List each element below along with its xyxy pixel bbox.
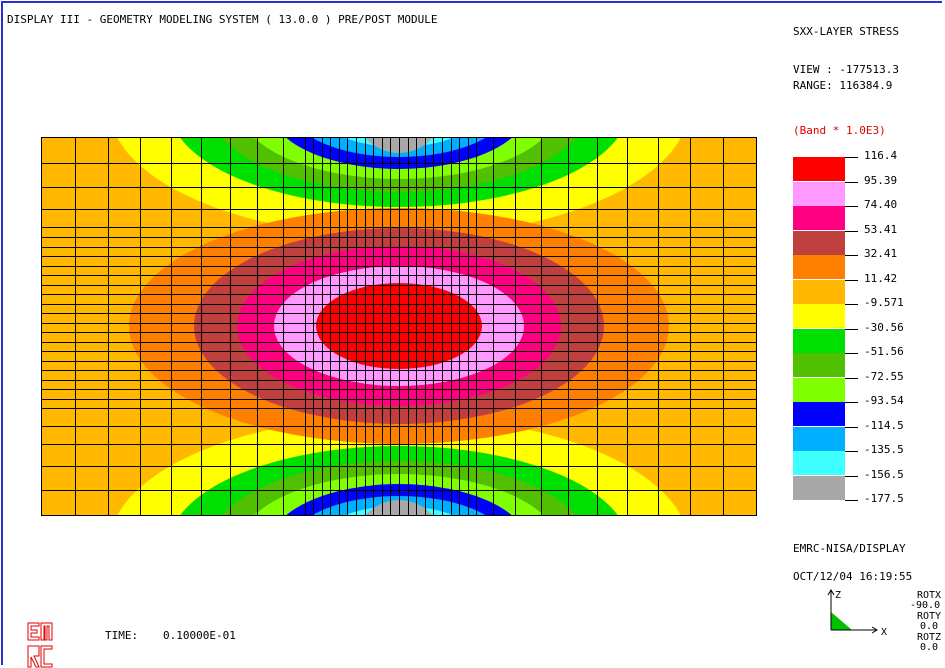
legend-swatch [793,157,845,181]
legend-leader [845,402,858,403]
rotx-label: ROTX [917,590,942,601]
legend-value: -177.5 [864,492,904,505]
band-scale-label: (Band * 1.0E3) [793,124,886,137]
rotx-value: -90.0 [910,600,941,611]
legend-value: -135.5 [864,443,904,456]
legend-leader [845,279,858,281]
legend-swatch [793,328,845,353]
legend-value: -156.5 [864,467,904,481]
legend-value: -72.55 [864,369,904,383]
legend-swatch [793,451,845,475]
legend-leader [845,328,858,330]
contour-plot[interactable] [41,137,757,516]
legend-swatch [793,475,845,500]
legend-value: -51.56 [864,345,904,358]
plot-border [41,137,757,516]
legend-swatch [793,426,845,451]
legend-swatch [793,279,845,304]
legend-value: 53.41 [864,222,898,236]
result-title: SXX-LAYER STRESS [793,25,899,38]
legend-swatch [793,206,845,230]
legend-leader [845,206,858,207]
legend-value: -93.54 [864,394,904,407]
legend-value: -9.571 [864,296,904,309]
legend-swatch [793,304,845,328]
triad-plane [831,612,852,630]
legend-leader [845,426,858,428]
roty-label: ROTY [917,611,942,622]
legend-value: -114.5 [864,418,904,432]
legend-leader [845,255,858,256]
triad-z-label: Z [835,590,842,601]
legend-value: 95.39 [864,173,898,187]
time-label: TIME: [105,629,139,642]
legend-value: 74.40 [864,198,898,211]
legend-leader [845,157,858,158]
legend-leader [845,230,858,232]
legend-swatch [793,402,845,426]
legend-swatch [793,377,845,402]
software-name: EMRC-NISA/DISPLAY [793,542,906,555]
emrc-logo [27,622,53,668]
legend-value: 11.42 [864,271,898,285]
legend-leader [845,500,858,501]
legend-value: 32.41 [864,247,898,260]
time-value: 0.10000E-01 [163,629,236,642]
range-value: RANGE: 116384.9 [793,79,893,92]
legend-swatch [793,353,845,377]
triad-x-label: X [881,627,888,638]
view-value: VIEW : -177513.3 [793,63,899,76]
legend-leader [845,304,858,305]
legend-leader [845,451,858,452]
rotz-label: ROTZ [917,632,942,643]
legend-swatch [793,181,845,206]
legend-value: -30.56 [864,320,904,334]
legend-value: 116.4 [864,149,898,162]
app-header: DISPLAY III - GEOMETRY MODELING SYSTEM (… [7,13,438,26]
legend-swatch [793,255,845,279]
date-time: OCT/12/04 16:19:55 [793,570,913,583]
rotz-value: 0.0 [920,642,939,653]
legend-swatch [793,230,845,255]
legend-leader [845,377,858,379]
roty-value: 0.0 [920,621,939,632]
legend-leader [845,353,858,354]
legend-leader [845,475,858,477]
legend-leader [845,181,858,183]
